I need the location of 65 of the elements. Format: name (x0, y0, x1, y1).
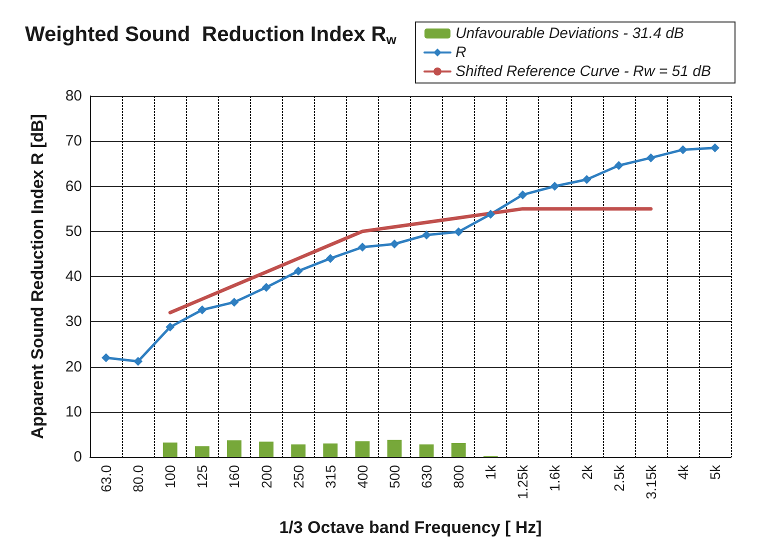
x-tick-label: 200 (258, 464, 274, 488)
bar (259, 442, 274, 457)
bar (194, 446, 210, 457)
x-axis-title: 1/3 Octave band Frequency [ Hz] (279, 518, 542, 537)
point (390, 240, 399, 249)
point (550, 182, 560, 191)
bar (227, 440, 242, 457)
x-tick-label: 3.15k (642, 464, 659, 500)
line-series (168, 207, 653, 314)
y-tick-label: 60 (65, 178, 82, 195)
x-tick-label: 100 (162, 464, 178, 488)
bar (162, 442, 178, 457)
x-tick-label: 63.0 (98, 464, 114, 492)
x-tick-label: 800 (450, 464, 467, 488)
point (230, 298, 239, 307)
point (294, 266, 303, 276)
x-tick-label: 630 (418, 464, 435, 488)
x-tick-label: 2.5k (610, 464, 627, 492)
legend-label: Shifted Reference Curve - Rw = 51 dB (455, 63, 712, 80)
point (454, 227, 464, 236)
y-tick-label: 70 (65, 132, 82, 150)
bar (451, 443, 466, 457)
y-tick-label: 40 (65, 268, 82, 285)
x-tick-label: 400 (354, 464, 370, 488)
point (710, 143, 720, 152)
point (134, 356, 143, 366)
point (422, 230, 432, 240)
x-tick-label: 1k (482, 464, 499, 480)
y-tick-label: 80 (65, 88, 82, 104)
point (518, 190, 528, 200)
y-tick-label: 30 (65, 313, 82, 330)
bar (419, 444, 434, 457)
x-tick-label: 1.25k (514, 464, 531, 500)
point (486, 210, 496, 219)
x-tick-label: 80.0 (130, 464, 146, 492)
point (102, 353, 111, 362)
point (678, 145, 688, 154)
x-tick-label: 4k (674, 464, 691, 480)
point (358, 242, 367, 252)
x-tick-label: 1.6k (546, 464, 563, 492)
point (326, 254, 335, 263)
bar (355, 441, 370, 457)
x-tick-label: 500 (386, 464, 402, 488)
point (646, 153, 656, 162)
bar (291, 444, 306, 457)
y-tick-label: 50 (65, 222, 82, 240)
x-tick-label: 250 (290, 464, 306, 488)
x-tick-label: 125 (194, 464, 210, 488)
y-axis-title: Apparent Sound Reduction Index R [dB] (28, 114, 47, 439)
y-tick-label: 10 (65, 403, 82, 420)
point (166, 322, 175, 332)
legend-label: Unfavourable Deviations - 31.4 dB (455, 25, 684, 42)
y-tick-label: 0 (74, 448, 82, 466)
legend-label: R (455, 44, 466, 61)
bar (387, 440, 402, 457)
x-tick-label: 315 (322, 464, 338, 488)
x-tick-label: 2k (578, 464, 595, 480)
point (582, 174, 592, 184)
point (262, 282, 271, 292)
x-tick-label: 160 (226, 464, 242, 488)
y-tick-label: 20 (65, 358, 82, 376)
point (614, 160, 624, 170)
point (198, 305, 207, 314)
bar (323, 443, 338, 457)
x-tick-label: 5k (706, 464, 723, 480)
